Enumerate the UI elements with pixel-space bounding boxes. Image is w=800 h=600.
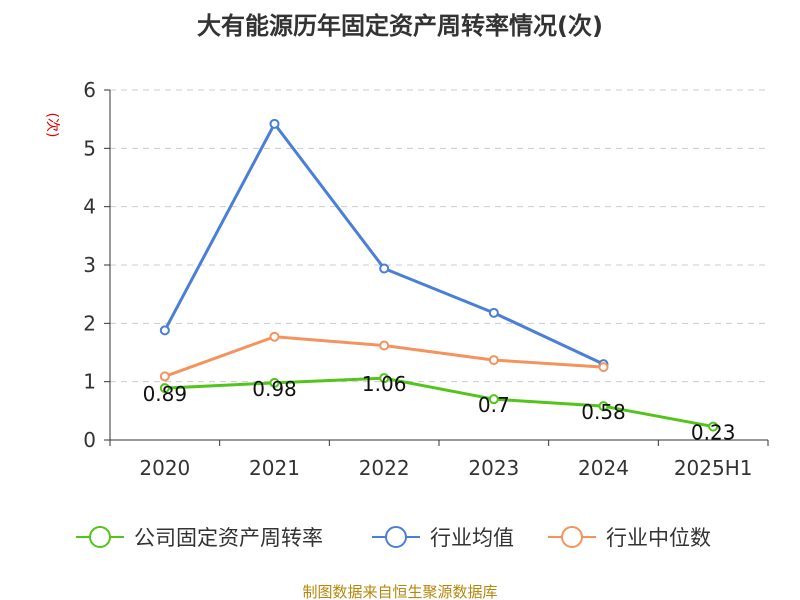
legend-swatch-marker — [385, 526, 407, 548]
legend: 公司固定资产周转率 行业均值 行业中位数 — [76, 526, 711, 550]
data-point — [159, 383, 170, 394]
source-note: 制图数据来自恒生聚源数据库 — [302, 583, 497, 600]
y-tick-label: 2 — [83, 311, 96, 335]
data-point — [379, 340, 390, 351]
x-tick-label: 2025H1 — [674, 456, 753, 480]
data-point — [379, 263, 390, 274]
x-tick-label: 2020 — [139, 456, 190, 480]
data-point — [488, 307, 499, 318]
axes: 0 1 2 3 4 5 6 2020 2021 2022 2023 2024 2025H1 — [83, 78, 769, 480]
data-label: 0.23 — [691, 421, 736, 445]
data-labels: 0.89 0.98 1.06 0.7 0.58 0.23 — [143, 372, 736, 444]
series — [159, 118, 719, 432]
x-tick-label: 2022 — [359, 456, 410, 480]
x-tick-label: 2024 — [578, 456, 629, 480]
series-line — [164, 376, 714, 429]
legend-item: 行业均值 — [372, 526, 514, 550]
data-label: 0.89 — [143, 382, 188, 406]
data-point — [159, 371, 170, 382]
legend-label: 行业均值 — [430, 526, 514, 550]
chart-title: 大有能源历年固定资产周转率情况(次) — [197, 12, 603, 40]
y-tick-label: 6 — [83, 78, 96, 102]
grid — [110, 89, 768, 383]
data-point — [269, 118, 280, 129]
y-tick-label: 4 — [83, 195, 96, 219]
data-point — [598, 362, 609, 373]
x-tick-label: 2023 — [468, 456, 519, 480]
data-label: 1.06 — [362, 372, 407, 396]
legend-item: 行业中位数 — [548, 526, 711, 550]
data-point — [708, 421, 719, 432]
legend-label: 公司固定资产周转率 — [134, 526, 323, 550]
data-point — [269, 377, 280, 388]
y-axis-unit: (次) — [44, 113, 60, 138]
legend-swatch-marker — [561, 526, 583, 548]
legend-item: 公司固定资产周转率 — [76, 526, 323, 550]
data-point — [269, 331, 280, 342]
x-tick-label: 2021 — [249, 456, 300, 480]
data-label: 0.98 — [252, 377, 297, 401]
data-point — [488, 394, 499, 405]
series-line — [163, 122, 605, 366]
legend-swatch-marker — [89, 526, 111, 548]
data-label: 0.7 — [478, 393, 510, 417]
data-label: 0.58 — [581, 400, 626, 424]
y-tick-label: 0 — [83, 428, 96, 452]
data-point — [159, 325, 170, 336]
y-tick-label: 3 — [83, 253, 96, 277]
data-point — [379, 373, 390, 384]
data-point — [598, 401, 609, 412]
y-tick-label: 5 — [83, 136, 96, 160]
y-tick-label: 1 — [83, 370, 96, 394]
legend-label: 行业中位数 — [606, 526, 711, 550]
data-point — [488, 355, 499, 366]
